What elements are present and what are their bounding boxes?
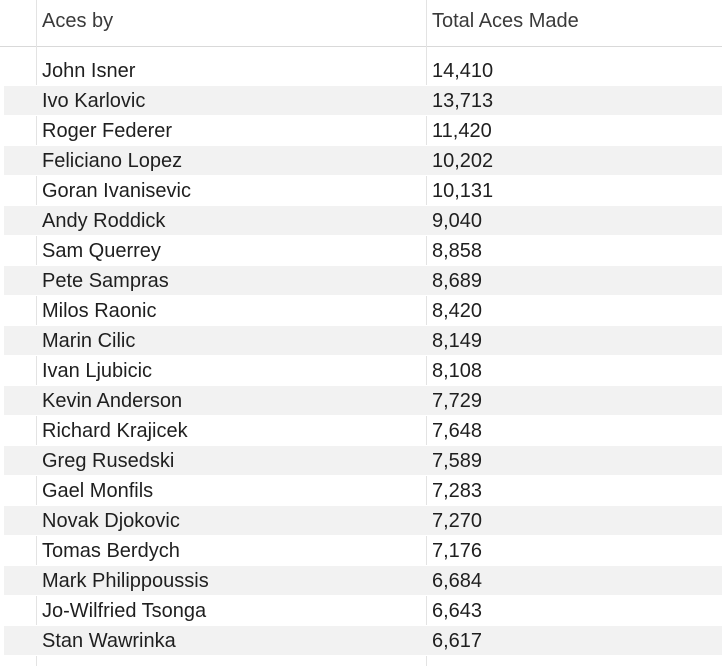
total-aces-cell: 7,270 [432,510,483,532]
total-aces-cell: 8,108 [432,360,483,382]
total-aces-cell: 8,689 [432,270,483,292]
player-name-cell: Ivo Karlovic [42,90,146,112]
total-aces-cell: 6,684 [432,570,483,592]
table-row[interactable]: Novak Djokovic 7,270 [0,506,722,536]
table-row[interactable]: Goran Ivanisevic 10,131 [0,176,722,206]
player-name-cell: Sam Querrey [42,240,161,262]
table-row[interactable]: Kevin Anderson 7,729 [0,386,722,416]
row-gutter [0,626,4,655]
table-body: John Isner 14,410 Ivo Karlovic 13,713 Roger … [0,56,722,656]
player-name-cell: Novak Djokovic [42,510,180,532]
row-gutter [0,506,4,535]
row-gutter [0,146,4,175]
row-gutter [0,206,4,235]
player-name-cell: John Isner [42,60,136,82]
total-aces-cell: 7,648 [432,420,483,442]
table-row[interactable]: Marin Cilic 8,149 [0,326,722,356]
row-gutter [0,236,4,265]
table-row[interactable]: Pete Sampras 8,689 [0,266,722,296]
row-gutter [0,416,4,445]
table-row[interactable]: Greg Rusedski 7,589 [0,446,722,476]
table-row[interactable]: John Isner 14,410 [0,56,722,86]
table-row[interactable]: Tomas Berdych 7,176 [0,536,722,566]
row-gutter [0,476,4,505]
player-name-cell: Gael Monfils [42,480,154,502]
table-row[interactable]: Gael Monfils 7,283 [0,476,722,506]
total-aces-cell: 8,420 [432,300,483,322]
player-name-cell: Mark Philippoussis [42,570,209,592]
row-gutter [0,176,4,205]
total-aces-cell: 6,643 [432,600,483,622]
player-name-cell: Tomas Berdych [42,540,180,562]
table-row[interactable]: Milos Raonic 8,420 [0,296,722,326]
player-name-cell: Stan Wawrinka [42,630,176,652]
row-gutter [0,326,4,355]
table-row[interactable]: Richard Krajicek 7,648 [0,416,722,446]
table-row[interactable]: Ivo Karlovic 13,713 [0,86,722,116]
row-gutter [0,266,4,295]
row-gutter [0,356,4,385]
total-aces-cell: 8,149 [432,330,483,352]
total-aces-cell: 13,713 [432,90,494,112]
player-name-cell: Feliciano Lopez [42,150,183,172]
row-gutter [0,86,4,115]
total-aces-cell: 10,202 [432,150,494,172]
total-aces-cell: 7,283 [432,480,483,502]
table-row[interactable]: Ivan Ljubicic 8,108 [0,356,722,386]
table-row[interactable]: Roger Federer 11,420 [0,116,722,146]
row-gutter [0,296,4,325]
total-aces-cell: 7,176 [432,540,483,562]
row-gutter [0,536,4,565]
player-name-cell: Pete Sampras [42,270,169,292]
player-name-cell: Milos Raonic [42,300,157,322]
total-aces-cell: 7,729 [432,390,483,412]
total-aces-cell: 11,420 [432,120,492,142]
row-gutter [0,446,4,475]
player-name-cell: Greg Rusedski [42,450,175,472]
player-name-cell: Roger Federer [42,120,173,142]
row-gutter [0,116,4,145]
table-row[interactable]: Feliciano Lopez 10,202 [0,146,722,176]
total-aces-cell: 8,858 [432,240,483,262]
player-name-cell: Goran Ivanisevic [42,180,191,202]
total-aces-cell: 10,131 [432,180,494,202]
row-gutter [0,596,4,625]
table-row[interactable]: Sam Querrey 8,858 [0,236,722,266]
player-name-cell: Andy Roddick [42,210,166,232]
player-name-cell: Kevin Anderson [42,390,183,412]
total-aces-cell: 7,589 [432,450,483,472]
total-aces-cell: 6,617 [432,630,483,652]
table-header: Aces by Total Aces Made [0,0,722,47]
player-name-cell: Marin Cilic [42,330,136,352]
column-header-aces-by[interactable]: Aces by [42,10,114,32]
column-header-total-aces[interactable]: Total Aces Made [432,10,579,32]
table-row[interactable]: Mark Philippoussis 6,684 [0,566,722,596]
row-gutter [0,56,4,85]
row-gutter [0,566,4,595]
player-name-cell: Ivan Ljubicic [42,360,153,382]
table-row[interactable]: Jo-Wilfried Tsonga 6,643 [0,596,722,626]
total-aces-cell: 9,040 [432,210,483,232]
row-gutter [0,386,4,415]
table-row[interactable]: Andy Roddick 9,040 [0,206,722,236]
player-name-cell: Richard Krajicek [42,420,188,442]
table-row[interactable]: Stan Wawrinka 6,617 [0,626,722,656]
player-name-cell: Jo-Wilfried Tsonga [42,600,207,622]
total-aces-cell: 14,410 [432,60,494,82]
